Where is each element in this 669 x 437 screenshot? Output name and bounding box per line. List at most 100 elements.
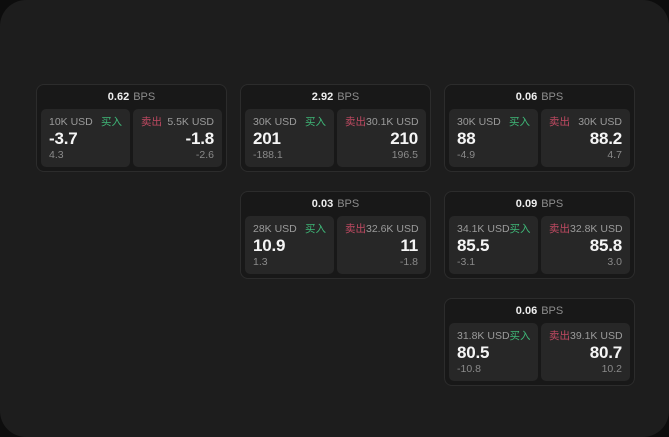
quote-card: 0.06 BPS 30K USD 买入 88 -4.9 卖出 30K USD 8…: [444, 84, 635, 172]
quote-card: 0.06 BPS 31.8K USD 买入 80.5 -10.8 卖出 39.1…: [444, 298, 635, 386]
bps-value: 0.03: [311, 198, 334, 210]
sell-amount: 30.1K USD: [366, 116, 419, 128]
sell-side-label: 卖出: [345, 223, 366, 235]
buy-price: 10.9: [253, 235, 286, 255]
sell-panel[interactable]: 卖出 32.8K USD 85.8 3.0: [541, 216, 630, 274]
quote-panels: 31.8K USD 买入 80.5 -10.8 卖出 39.1K USD 80.…: [445, 323, 634, 385]
sell-panel[interactable]: 卖出 32.6K USD 11 -1.8: [337, 216, 426, 274]
sell-panel[interactable]: 卖出 30K USD 88.2 4.7: [541, 109, 630, 167]
sell-change: -1.8: [399, 256, 418, 268]
sell-amount: 32.8K USD: [570, 223, 623, 235]
sell-change: 196.5: [391, 149, 418, 161]
sell-panel[interactable]: 卖出 5.5K USD -1.8 -2.6: [133, 109, 222, 167]
quote-panels: 30K USD 买入 201 -188.1 卖出 30.1K USD 210 1…: [241, 109, 430, 171]
buy-side-label: 买入: [305, 116, 326, 128]
sell-change: 3.0: [607, 256, 622, 268]
buy-price: 88: [457, 128, 476, 148]
bps-header: 0.62 BPS: [37, 85, 226, 109]
buy-change: 1.3: [253, 256, 268, 268]
sell-side-label: 卖出: [549, 223, 570, 235]
buy-amount: 31.8K USD: [457, 330, 510, 342]
buy-top-row: 31.8K USD 买入: [457, 330, 531, 342]
buy-amount: 28K USD: [253, 223, 297, 235]
buy-side-label: 买入: [509, 223, 531, 235]
buy-change: -188.1: [253, 149, 283, 161]
buy-top-row: 30K USD 买入: [457, 116, 530, 128]
sell-top-row: 卖出 32.6K USD: [345, 223, 419, 235]
bps-unit-label: BPS: [337, 91, 360, 103]
quote-card: 0.62 BPS 10K USD 买入 -3.7 4.3 卖出 5.5K USD…: [36, 84, 227, 172]
sell-amount: 30K USD: [578, 116, 622, 128]
quote-card: 0.03 BPS 28K USD 买入 10.9 1.3 卖出 32.6K US…: [240, 191, 431, 279]
buy-panel[interactable]: 30K USD 买入 88 -4.9: [449, 109, 538, 167]
buy-price: 201: [253, 128, 281, 148]
buy-price: 80.5: [457, 342, 490, 362]
buy-change: -3.1: [457, 256, 476, 268]
bps-header: 0.06 BPS: [445, 299, 634, 323]
buy-panel[interactable]: 30K USD 买入 201 -188.1: [245, 109, 334, 167]
buy-panel[interactable]: 10K USD 买入 -3.7 4.3: [41, 109, 130, 167]
bps-header: 0.09 BPS: [445, 192, 634, 216]
sell-price: 80.7: [589, 342, 622, 362]
sell-side-label: 卖出: [549, 116, 570, 128]
bps-value: 0.62: [107, 91, 130, 103]
sell-top-row: 卖出 39.1K USD: [549, 330, 623, 342]
buy-panel[interactable]: 34.1K USD 买入 85.5 -3.1: [449, 216, 538, 274]
buy-side-label: 买入: [509, 116, 530, 128]
sell-change: -2.6: [195, 149, 214, 161]
quote-card: 0.09 BPS 34.1K USD 买入 85.5 -3.1 卖出 32.8K…: [444, 191, 635, 279]
buy-price: -3.7: [49, 128, 78, 148]
buy-top-row: 10K USD 买入: [49, 116, 122, 128]
buy-top-row: 34.1K USD 买入: [457, 223, 531, 235]
quote-panels: 28K USD 买入 10.9 1.3 卖出 32.6K USD 11 -1.8: [241, 216, 430, 278]
sell-side-label: 卖出: [141, 116, 162, 128]
bps-unit-label: BPS: [541, 305, 564, 317]
sell-panel[interactable]: 卖出 30.1K USD 210 196.5: [337, 109, 426, 167]
bps-unit-label: BPS: [541, 91, 564, 103]
bps-unit-label: BPS: [541, 198, 564, 210]
buy-change: -4.9: [457, 149, 476, 161]
buy-side-label: 买入: [509, 330, 531, 342]
buy-top-row: 30K USD 买入: [253, 116, 326, 128]
quote-panels: 10K USD 买入 -3.7 4.3 卖出 5.5K USD -1.8 -2.…: [37, 109, 226, 171]
bps-header: 2.92 BPS: [241, 85, 430, 109]
bps-header: 0.06 BPS: [445, 85, 634, 109]
buy-change: -10.8: [457, 363, 481, 375]
quote-panels: 30K USD 买入 88 -4.9 卖出 30K USD 88.2 4.7: [445, 109, 634, 171]
sell-side-label: 卖出: [549, 330, 570, 342]
sell-price: 210: [390, 128, 418, 148]
sell-amount: 39.1K USD: [570, 330, 623, 342]
buy-panel[interactable]: 28K USD 买入 10.9 1.3: [245, 216, 334, 274]
bps-value: 0.06: [515, 305, 538, 317]
sell-price: -1.8: [185, 128, 215, 148]
buy-side-label: 买入: [101, 116, 122, 128]
buy-price: 85.5: [457, 235, 490, 255]
sell-amount: 32.6K USD: [366, 223, 419, 235]
bps-unit-label: BPS: [133, 91, 156, 103]
sell-panel[interactable]: 卖出 39.1K USD 80.7 10.2: [541, 323, 630, 381]
buy-amount: 30K USD: [457, 116, 501, 128]
bps-header: 0.03 BPS: [241, 192, 430, 216]
buy-amount: 34.1K USD: [457, 223, 510, 235]
sell-change: 4.7: [607, 149, 622, 161]
sell-top-row: 卖出 30.1K USD: [345, 116, 419, 128]
bps-unit-label: BPS: [337, 198, 360, 210]
sell-price: 88.2: [589, 128, 622, 148]
buy-panel[interactable]: 31.8K USD 买入 80.5 -10.8: [449, 323, 538, 381]
bps-value: 2.92: [311, 91, 334, 103]
bps-value: 0.09: [515, 198, 538, 210]
buy-amount: 10K USD: [49, 116, 93, 128]
sell-price: 11: [400, 235, 418, 255]
bps-value: 0.06: [515, 91, 538, 103]
sell-top-row: 卖出 5.5K USD: [141, 116, 214, 128]
quote-card: 2.92 BPS 30K USD 买入 201 -188.1 卖出 30.1K …: [240, 84, 431, 172]
sell-top-row: 卖出 30K USD: [549, 116, 622, 128]
quote-panels: 34.1K USD 买入 85.5 -3.1 卖出 32.8K USD 85.8…: [445, 216, 634, 278]
sell-amount: 5.5K USD: [167, 116, 214, 128]
buy-top-row: 28K USD 买入: [253, 223, 326, 235]
buy-change: 4.3: [49, 149, 64, 161]
sell-change: 10.2: [601, 363, 622, 375]
buy-side-label: 买入: [305, 223, 326, 235]
buy-amount: 30K USD: [253, 116, 297, 128]
sell-top-row: 卖出 32.8K USD: [549, 223, 623, 235]
